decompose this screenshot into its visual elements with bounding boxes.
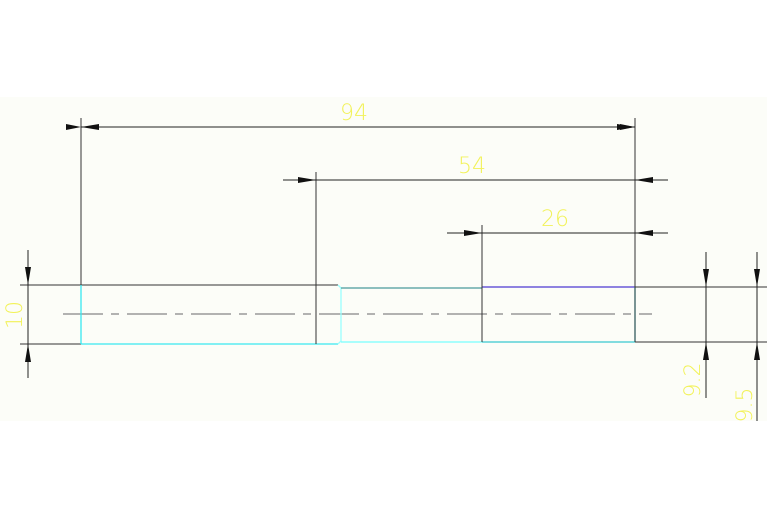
dimension-94: 94 <box>66 101 635 130</box>
dimension-text: 94 <box>340 101 368 126</box>
dimension-text: 54 <box>458 154 486 179</box>
dimension-54: 54 <box>283 154 668 183</box>
dimension-9-2: 9.2 <box>681 252 709 398</box>
dimension-10: 10 <box>3 250 31 378</box>
dimension-9-5: 9.5 <box>733 252 760 423</box>
dimension-text: 26 <box>541 207 569 232</box>
dimension-26: 26 <box>447 207 668 236</box>
dimension-text: 9.2 <box>681 363 706 398</box>
extension-lines <box>80 118 636 344</box>
dimension-text: 9.5 <box>733 388 758 423</box>
shaft-left-section <box>20 284 342 345</box>
drawing-area <box>0 97 767 421</box>
dimension-text: 10 <box>3 301 28 329</box>
shaft-middle-section <box>341 287 482 343</box>
